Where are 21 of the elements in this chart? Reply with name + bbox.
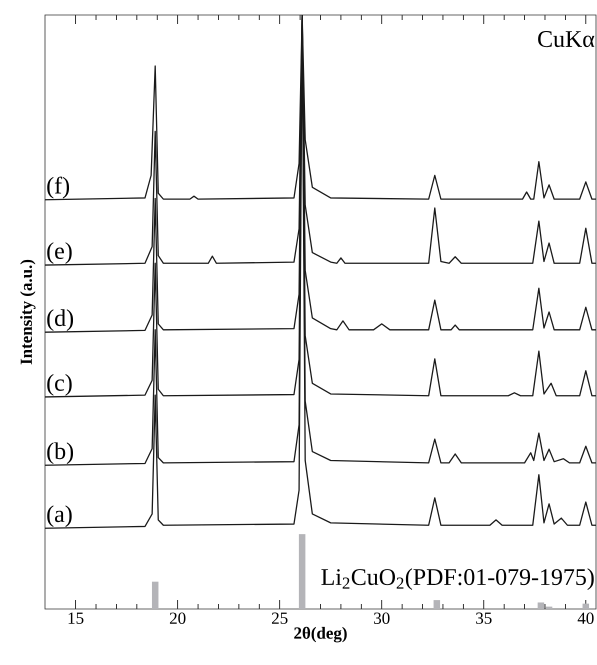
bar: [434, 600, 440, 609]
x-tick-label: 35: [476, 612, 492, 624]
series-label: (d): [47, 309, 74, 331]
series-label: (a): [47, 505, 72, 528]
y-axis-title: Intensity (a.u.): [20, 260, 36, 364]
x-tick-label: 30: [374, 612, 390, 624]
annotation: CuKα: [538, 31, 594, 48]
bar: [152, 582, 158, 609]
annotation: Li$_{2}$CuO$_{2}$(PDF:01-079-1975): [321, 568, 594, 590]
series-label: (f): [47, 176, 70, 199]
x-tick-label: 40: [578, 612, 594, 624]
series-label: (b): [47, 442, 74, 464]
bar: [582, 604, 590, 609]
x-tick-label: 15: [68, 612, 84, 624]
series-label: (c): [47, 374, 72, 396]
bar: [538, 602, 544, 609]
x-tick-label: 20: [170, 612, 186, 624]
x-tick-label: 25: [272, 612, 288, 624]
x-axis-title: 2θ(deg): [294, 626, 347, 642]
bar: [298, 534, 306, 609]
series-label: (e): [47, 242, 72, 264]
